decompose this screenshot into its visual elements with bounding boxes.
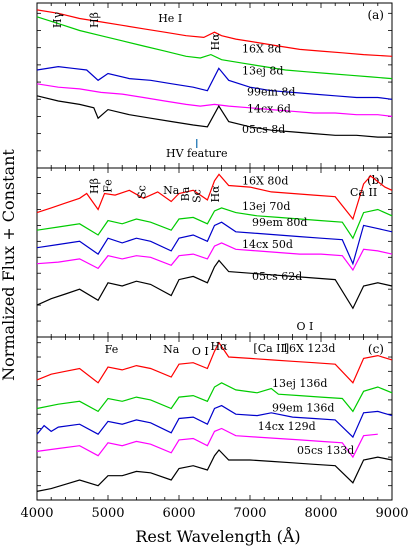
line-id-annotation: Hβ [88, 12, 101, 28]
series-label: 13ej 70d [242, 200, 290, 213]
line-id-annotation: Sc [136, 185, 149, 199]
series-line-99em-8d [36, 65, 393, 100]
panel-c: (c) 16X 123d 13ej 136d 99em 136d 14cx 129d 05… [36, 336, 393, 501]
panel-label: (c) [368, 342, 384, 356]
line-id-annotation: Fe [105, 343, 119, 356]
panel-a: (a) 16X 8d 13ej 8d 99em 8d 14cx 6d 05cs 8d Hγ H… [36, 2, 393, 169]
panel-frame [36, 336, 393, 501]
line-id-annotation: Hγ [51, 11, 64, 28]
line-id-annotation: He I [158, 12, 182, 25]
line-id-annotation: [Ca II] [253, 342, 289, 355]
series-line-14cx-50d [36, 242, 393, 272]
series-line-14cx-6d [36, 83, 393, 117]
line-id-annotation: Hα [209, 33, 222, 51]
line-id-annotation: Na [163, 343, 180, 356]
series-line-16x-123d [36, 341, 393, 384]
series-label: 99em 136d [272, 402, 334, 415]
x-axis: 4000 5000 6000 7000 8000 9000 [20, 506, 408, 521]
series-label: 05cs 62d [252, 270, 302, 283]
line-id-annotation: Na [163, 184, 180, 197]
series-label: 14cx 6d [247, 102, 291, 115]
line-id-annotation: Ca II [350, 186, 377, 199]
x-tick-label: 5000 [91, 506, 124, 521]
series-line-13ej-8d [36, 16, 393, 80]
series-line-16x-80d [36, 173, 393, 221]
line-id-annotation: Sc [190, 189, 203, 203]
line-id-annotation: O I [297, 320, 314, 333]
y-axis-title: Normalized Flux + Constant [0, 149, 18, 381]
line-id-annotation: Hβ [88, 178, 101, 194]
line-id-annotation: O I [192, 345, 209, 358]
series-label: 05cs 8d [242, 123, 285, 136]
series-label: 16X 8d [242, 42, 281, 55]
series-label: 14cx 50d [242, 238, 293, 251]
series-line-05cs-8d [36, 95, 392, 138]
series-label: 16X 123d [282, 342, 335, 355]
x-tick-label: 8000 [304, 506, 337, 521]
series-label: 16X 80d [242, 174, 288, 187]
x-tick-label: 4000 [20, 506, 53, 521]
series-label: 05cs 133d [297, 444, 354, 457]
series-label: 99em 80d [252, 216, 307, 229]
series-line-16x-8d [36, 9, 393, 57]
series-line-14cx-129d [36, 427, 378, 459]
series-line-99em-80d [36, 221, 393, 266]
line-id-annotation: Fe [102, 179, 115, 193]
line-id-annotation: Ba [179, 186, 192, 201]
series-line-05cs-62d [36, 259, 393, 310]
x-axis-title: Rest Wavelength (Å) [135, 526, 300, 546]
series-line-05cs-133d [36, 449, 393, 492]
series-label: 13ej 136d [272, 377, 327, 390]
series-label: 99em 8d [247, 85, 295, 98]
series-line-13ej-136d [36, 382, 393, 413]
panel-label: (a) [367, 8, 384, 22]
x-tick-label: 7000 [233, 506, 266, 521]
line-id-annotation: Hα [209, 185, 222, 203]
series-line-99em-136d [36, 404, 393, 439]
line-id-annotation: Hα [210, 340, 228, 353]
series-label: 13ej 8d [242, 65, 283, 78]
series-label: 14cx 129d [258, 420, 316, 433]
line-id-annotation: HV feature [166, 147, 227, 160]
series-line-13ej-70d [36, 207, 393, 240]
x-tick-label: 6000 [162, 506, 195, 521]
x-tick-label: 9000 [375, 506, 408, 521]
